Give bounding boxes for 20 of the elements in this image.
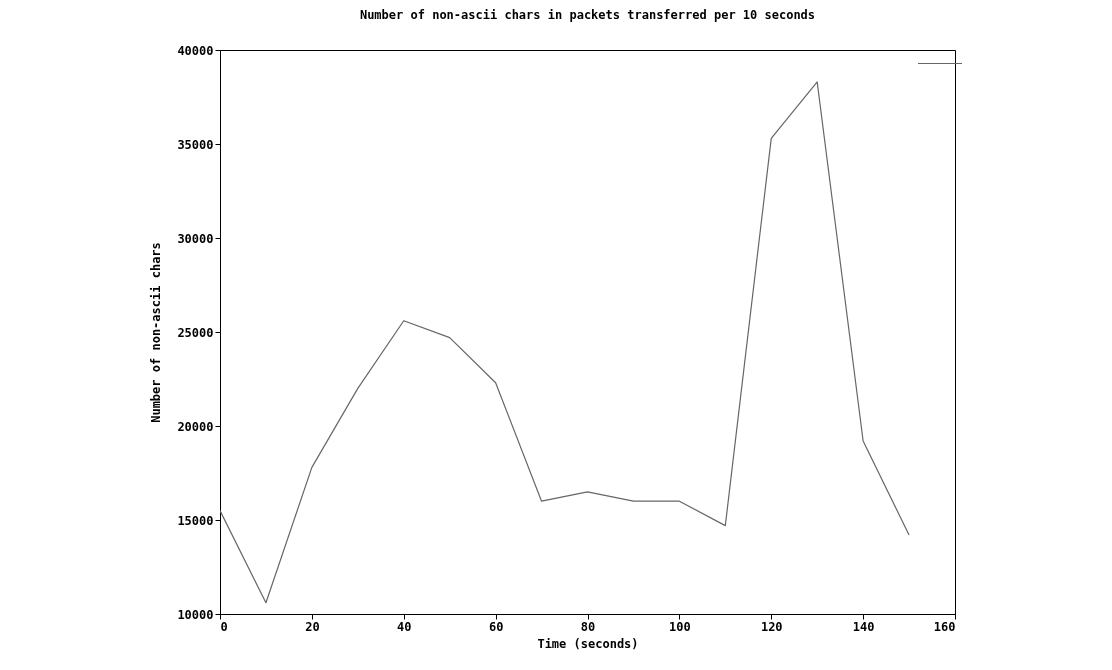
x-tick-label: 40 — [397, 619, 412, 634]
chart-title: Number of non-ascii chars in packets transferred per 10 seconds — [359, 8, 816, 22]
y-tick-label: 35000 — [177, 137, 214, 152]
x-tick-label: 80 — [580, 619, 596, 634]
y-tick-label: 15000 — [177, 513, 214, 528]
y-axis-title: Number of non-ascii chars — [149, 242, 164, 423]
x-tick-label: 20 — [305, 619, 320, 634]
line-series — [220, 81, 910, 604]
y-tick-label: 40000 — [177, 43, 214, 58]
x-tick-label: 120 — [760, 619, 783, 634]
x-tick-label: 140 — [852, 619, 875, 634]
y-tick-label: 30000 — [177, 231, 214, 246]
y-tick-label: 25000 — [177, 325, 214, 340]
x-axis-title: Time (seconds) — [537, 636, 639, 651]
x-tick-label: 60 — [488, 619, 504, 634]
x-tick-label: 0 — [220, 619, 228, 634]
x-tick-label: 160 — [933, 619, 956, 634]
x-tick-label: 100 — [669, 619, 691, 634]
y-tick-label: 10000 — [177, 607, 214, 622]
y-tick-label: 20000 — [177, 419, 214, 434]
